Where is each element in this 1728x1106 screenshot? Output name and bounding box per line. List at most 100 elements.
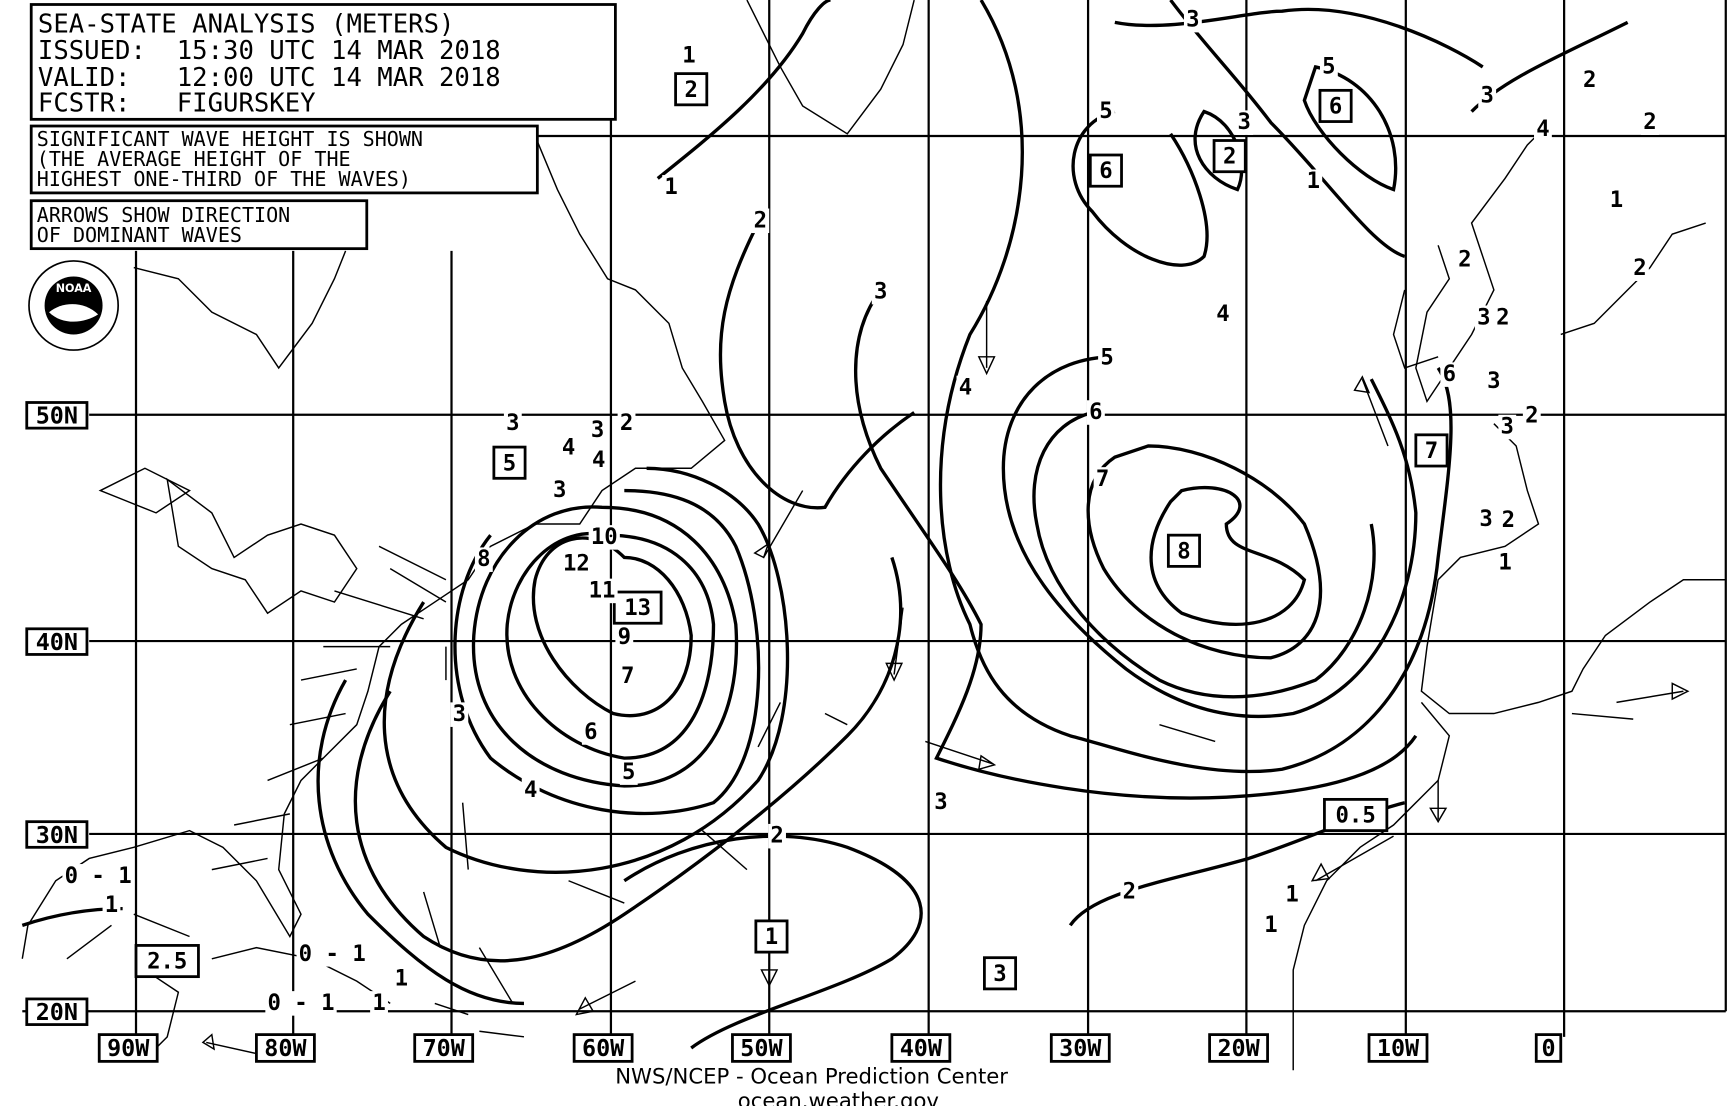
contour-label: 1 [1307,168,1320,194]
contour-label-bg [588,525,620,550]
contour-label-bg [1304,169,1323,195]
boxed-value-frame [983,956,1018,991]
arrows-note: ARROWS SHOW DIRECTION OF DOMINANT WAVES [29,199,369,251]
contour-label-bg [871,279,890,305]
contour-label-bg [1093,467,1112,492]
contour-label-bg [680,43,698,69]
contour-label-bg [617,411,636,436]
boxed-value: 2 [1223,144,1236,170]
contour-label-bg [474,547,493,572]
lat-label: 50N [36,402,78,430]
lat-label: 20N [36,998,78,1026]
boxed-value-frame [492,445,527,480]
contour-label: 1 [664,174,677,200]
contour-label: 2 [1643,109,1656,135]
lon-label-box [97,1033,159,1063]
contour-label: 0 - 1 [299,941,366,967]
contour-label-bg [615,625,634,650]
wave-height-note: SIGNIFICANT WAVE HEIGHT IS SHOWN (THE AV… [29,124,539,195]
contour-label-bg [1580,68,1599,93]
lon-label: 50W [740,1034,783,1062]
contour-label-bg [588,418,607,443]
contour-label-bg [370,991,388,1016]
contour-label: 3 [1477,304,1490,330]
lon-label-box [1049,1033,1111,1063]
contour-label-bg [450,702,469,727]
contour-label: 3 [453,701,466,727]
boxed-value-frame [1323,797,1389,832]
contour-label: 1 [1264,912,1277,938]
boxed-value-frame [1088,153,1123,188]
contour-label-bg [751,208,770,234]
latitude-labels: 50N 40N 30N 20N [25,401,89,1026]
boxed-value: 2 [684,77,697,103]
contour-label: 1 [372,990,385,1016]
contour-label: 2 [1583,67,1596,93]
contour-label-bg [662,175,681,200]
contour-label: 8 [477,546,490,572]
contour-label-bg [581,720,600,745]
contour-label-bg [102,893,121,918]
forecaster: FCSTR: FIGURSKEY [38,89,316,119]
contour-label-bg [932,790,950,815]
contour-label: 1 [395,965,408,991]
contour-label: 5 [1099,98,1112,124]
footer-url[interactable]: ocean.weather.gov [738,1088,939,1106]
contour-label: 2 [1525,402,1538,428]
contour-label: 6 [584,719,597,745]
lon-label: 60W [582,1034,625,1062]
lon-label: 70W [423,1034,466,1062]
contour-label-bg [1455,247,1474,273]
contour-label: 3 [1479,506,1492,532]
contour-label: 5 [1100,344,1113,370]
contour-label-bg [1283,882,1302,908]
contour-label-bg [619,760,638,785]
contour-label-bg [560,551,592,577]
lon-label: 80W [264,1034,307,1062]
lat-label: 40N [36,628,78,656]
contour-label-bg [768,823,786,849]
boxed-value: 1 [765,924,778,950]
noaa-logo-text: NOAA [56,282,92,295]
lon-label: 20W [1217,1034,1260,1062]
note-line: HIGHEST ONE-THIRD OF THE WAVES) [37,167,411,191]
lon-label-box [1534,1033,1563,1063]
contour-label: 4 [1216,301,1229,327]
contour-label: 2 [770,823,783,849]
lon-label-box [572,1033,634,1063]
contour-label-bg [392,966,411,992]
issued-time: ISSUED: 15:30 UTC 14 MAR 2018 [38,36,501,66]
boxed-value-frame [134,944,200,979]
lon-label-box [890,1033,952,1063]
contour-label-bg [586,578,618,604]
chart-title: SEA-STATE ANALYSIS (METERS) [38,9,455,39]
contour-label: 0 - 1 [65,863,132,889]
contour-label-bg [1319,54,1338,80]
contour-label: 3 [1480,82,1493,108]
contour-label-bg [296,942,368,967]
contour-label-bg [1086,400,1105,425]
boxed-value: 3 [993,961,1006,987]
boxed-value-frame [1318,88,1353,123]
contour-label-bg [1522,403,1541,429]
contour-label: 2 [754,207,767,233]
boxed-value: 6 [1099,158,1112,184]
contour-label-bg [1607,188,1626,213]
valid-time: VALID: 12:00 UTC 14 MAR 2018 [38,63,501,93]
contour-label-bg [1120,879,1139,905]
boxed-value: 5 [503,450,516,476]
contour-label: 9 [618,624,631,650]
noaa-logo: NOAA [28,260,120,351]
contour-label: 2 [1123,878,1136,904]
contour-label-bg [1499,508,1518,533]
boxed-value-frame [754,919,789,954]
contour-label-bg [521,778,540,803]
lon-label-box [1367,1033,1429,1063]
contour-label: 12 [563,551,590,577]
contour-label: 4 [562,435,575,461]
contour-label-bg [1261,913,1280,938]
contour-label: 5 [622,759,635,785]
